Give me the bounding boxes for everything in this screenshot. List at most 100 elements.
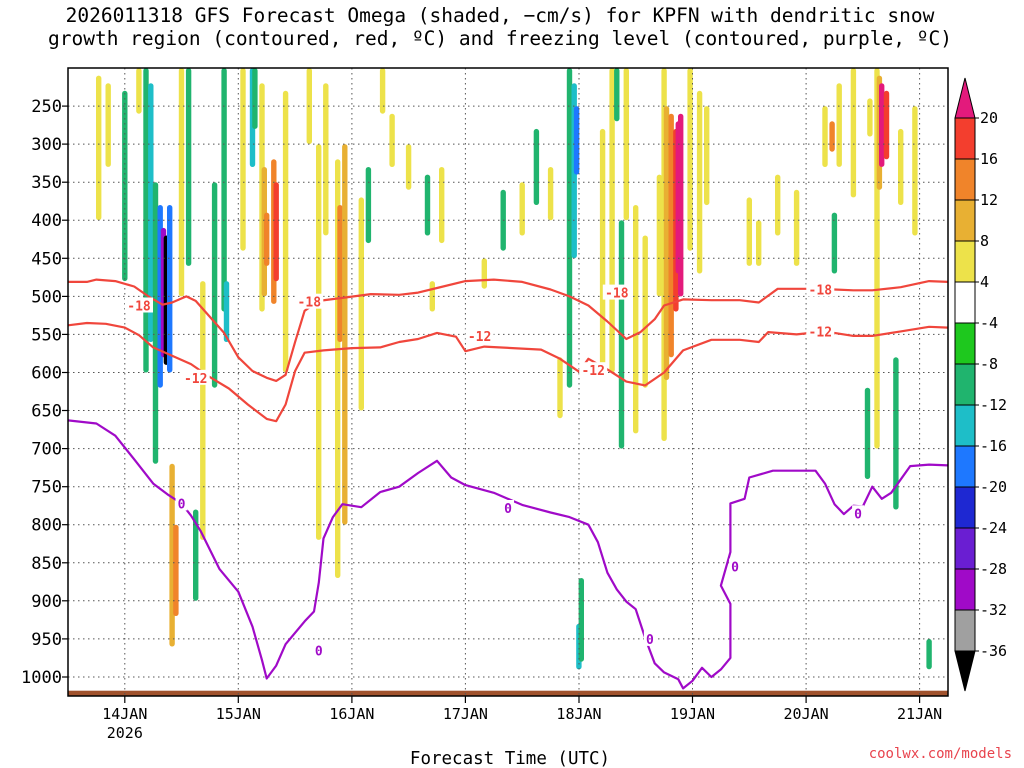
omega-cell xyxy=(439,167,445,244)
omega-cell xyxy=(167,205,173,373)
omega-cell xyxy=(152,182,159,464)
colorbar-label: -24 xyxy=(980,519,1007,537)
contour-label-bg xyxy=(502,500,514,515)
omega-cell xyxy=(136,68,142,114)
omega-cell xyxy=(704,106,710,206)
colorbar-segment xyxy=(954,486,976,529)
omega-cell xyxy=(185,68,192,266)
contour-label: 0 xyxy=(178,497,186,512)
contour-label: -12 xyxy=(184,372,207,387)
colorbar-segment xyxy=(954,281,976,324)
contour-label: 0 xyxy=(315,644,323,659)
y-tick-label: 550 xyxy=(31,325,62,345)
x-tick-label: 17JAN xyxy=(443,705,488,723)
colorbar-segment xyxy=(954,158,976,201)
colorbar-segment xyxy=(954,404,976,447)
colorbar-label: 12 xyxy=(980,191,998,209)
colorbar-segment xyxy=(954,240,976,283)
contour-label: -12 xyxy=(809,325,832,340)
omega-cell xyxy=(173,524,179,616)
colorbar-segment xyxy=(954,445,976,488)
colorbar-label: 4 xyxy=(980,273,989,291)
y-tick-label: 800 xyxy=(31,516,62,536)
omega-cell xyxy=(223,281,230,342)
omega-cell xyxy=(668,113,674,358)
y-tick-label: 500 xyxy=(31,287,62,307)
omega-cell xyxy=(879,83,885,167)
omega-cell xyxy=(912,106,918,236)
omega-cell xyxy=(365,167,372,244)
omega-cell xyxy=(678,113,684,297)
y-axis-ticks: 250 300 350 400 450 500 550 600 650 700 750 800 850 9… xyxy=(21,97,68,688)
omega-cell xyxy=(481,258,487,289)
omega-cell xyxy=(557,357,563,419)
x-axis-label: Forecast Time (UTC) xyxy=(410,749,610,768)
omega-cell xyxy=(105,83,111,167)
contour-label-bg xyxy=(312,642,325,658)
colorbar-segment xyxy=(954,568,976,611)
omega-cell xyxy=(756,220,762,266)
colorbar-label: -36 xyxy=(980,642,1007,660)
y-tick-label: 850 xyxy=(31,554,62,574)
colorbar-segment xyxy=(954,363,976,406)
omega-cell xyxy=(614,68,620,122)
contour-label-bg xyxy=(806,323,835,339)
contour-label-bg xyxy=(295,293,324,309)
x-tick-label: 18JAN xyxy=(556,705,601,723)
surface-ground-strip xyxy=(68,690,948,696)
y-tick-label: 650 xyxy=(31,402,62,422)
chart-title-line-1: 2026011318 GFS Forecast Omega (shaded, −… xyxy=(66,4,935,27)
colorbar-segment xyxy=(954,117,976,160)
contour-label-bg xyxy=(175,495,188,511)
colorbar-segment xyxy=(954,609,976,652)
omega-cell xyxy=(221,68,227,312)
contour-label: -18 xyxy=(127,300,151,315)
y-tick-label: 450 xyxy=(31,249,62,269)
credit-text: coolwx.com/models xyxy=(869,746,1012,762)
omega-cell xyxy=(96,75,102,221)
colorbar-label: -4 xyxy=(980,314,998,332)
contour-label: 0 xyxy=(646,633,654,648)
contour-label-bg xyxy=(806,281,835,297)
contour-label-bg xyxy=(579,362,608,378)
omega-cell xyxy=(358,197,364,411)
contour-label-bg xyxy=(465,327,494,343)
colorbar-label: -28 xyxy=(980,560,1007,578)
x-tick-label: 16JAN xyxy=(329,705,374,723)
contour-label: -18 xyxy=(605,287,629,302)
omega-cell xyxy=(926,638,932,670)
y-tick-label: 750 xyxy=(31,478,62,498)
contour-label: -12 xyxy=(468,330,491,345)
contour-label: 0 xyxy=(504,502,512,517)
omega-cell xyxy=(122,90,128,282)
omega-cell xyxy=(316,144,322,540)
omega-cell xyxy=(273,182,279,282)
contour-label-bg xyxy=(602,284,631,300)
y-tick-label: 1000 xyxy=(21,668,62,688)
omega-cell xyxy=(519,182,525,236)
omega-cell xyxy=(793,189,800,266)
y-tick-label: 700 xyxy=(31,440,62,460)
x-tick-label: 19JAN xyxy=(670,705,715,723)
contour-label: -12 xyxy=(581,364,604,379)
contour-label-bg xyxy=(643,630,656,646)
colorbar-segment xyxy=(954,322,976,365)
omega-cell xyxy=(642,235,648,388)
omega-cell xyxy=(211,182,218,388)
omega-cell xyxy=(831,212,838,274)
omega-cell xyxy=(599,128,606,373)
colorbar-label: -16 xyxy=(980,437,1007,455)
omega-cell xyxy=(864,387,871,479)
omega-cell xyxy=(379,68,386,114)
y-tick-label: 250 xyxy=(31,97,62,117)
omega-cell xyxy=(696,90,703,274)
colorbar-label: 8 xyxy=(980,232,989,250)
contour-label: -18 xyxy=(809,284,833,299)
colorbar-label: -8 xyxy=(980,355,998,373)
omega-cell xyxy=(533,128,540,205)
omega-cell xyxy=(893,357,899,510)
omega-cell xyxy=(883,90,890,160)
colorbar-label: -12 xyxy=(980,396,1007,414)
omega-cell xyxy=(282,90,289,373)
